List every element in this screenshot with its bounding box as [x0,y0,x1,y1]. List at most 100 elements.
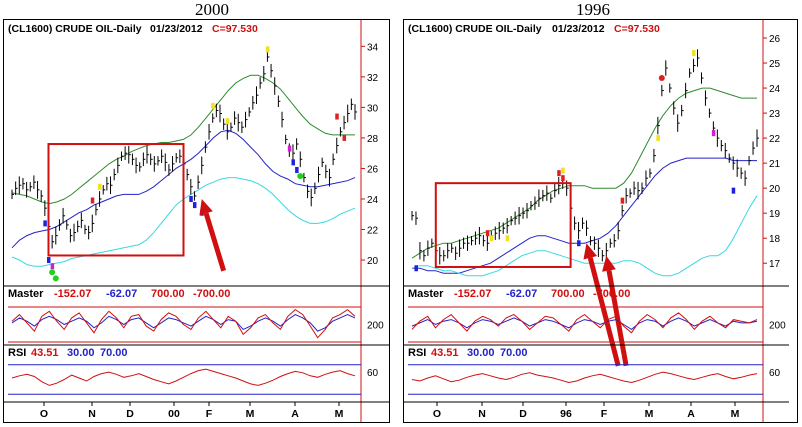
price-chart-2000: (CL1600) CRUDE OIL-Daily 01/23/2012 C=97.5… [4,20,389,422]
x-tick-label: D [126,408,134,420]
rsi-value-3: 70.00 [100,347,128,359]
highlight-box [434,182,572,268]
signal-marker [225,118,230,125]
price-tick-label: 30 [367,103,379,114]
signal-marker [731,187,736,194]
x-tick-label: A [687,408,695,420]
signal-dot [49,269,56,276]
price-tick-label: 21 [769,159,781,170]
signal-marker [561,167,565,174]
x-tick-label: O [40,408,48,420]
price-tick-label: 28 [367,134,379,145]
chart-close: C=97.530 [212,23,258,35]
callout-arrow-head [602,255,616,272]
chart-symbol: (CL1600) CRUDE OIL-Daily [408,23,542,35]
rsi-line [11,368,356,386]
highlight-box [47,143,185,257]
signal-dot [297,173,304,180]
signal-marker [485,230,490,237]
master-value-4: -700.00 [593,288,630,300]
signal-marker [265,46,270,53]
price-tick-label: 24 [367,195,379,206]
x-tick-label: 00 [168,408,180,420]
mid-ma-line [412,157,757,274]
master-tick-label: 200 [367,321,384,332]
master-red-line [11,308,356,339]
signal-marker [711,130,716,137]
master-value-1: -152.07 [54,288,91,300]
signal-marker [50,263,55,270]
price-tick-label: 26 [367,164,379,175]
chart-date: 01/23/2012 [150,23,203,35]
master-tick-label: 200 [769,321,786,332]
x-tick-label: M [335,408,344,420]
signal-marker [335,113,339,120]
rsi-value-3: 70.00 [500,347,528,359]
master-value-4: -700.00 [193,288,230,300]
signal-marker [291,159,295,166]
rsi-value-2: 30.00 [467,347,495,359]
price-tick-label: 18 [769,234,781,245]
x-tick-label: M [645,408,654,420]
lower-ma-line [411,195,758,277]
master-value-3: 700.00 [551,288,585,300]
upper-ma-line [411,87,757,259]
signal-marker [505,235,510,242]
price-tick-label: 25 [769,59,781,70]
x-tick-label: M [246,408,255,420]
signal-dot [658,75,665,82]
signal-marker [295,166,299,173]
signal-marker [90,197,95,204]
rsi-label: RSI [408,347,426,359]
price-tick-label: 32 [367,73,379,84]
rsi-tick-label: 60 [769,368,781,379]
signal-marker [414,265,418,272]
signal-marker [189,195,193,202]
callout-arrow-head [199,198,213,216]
price-tick-label: 24 [769,84,781,95]
signal-marker [46,257,51,264]
signal-marker [561,175,565,182]
signal-marker [342,134,347,141]
chart-title-right: 1996 [576,0,610,19]
rsi-value-1: 43.51 [431,347,459,359]
price-tick-label: 26 [769,34,781,45]
signal-dot [52,275,59,282]
chart-symbol: (CL1600) CRUDE OIL-Daily [8,23,142,35]
x-tick-label: O [433,408,441,420]
rsi-value-2: 30.00 [67,347,95,359]
x-tick-label: N [478,408,486,420]
x-tick-label: F [206,408,213,420]
signal-marker [43,220,47,227]
price-tick-label: 19 [769,209,781,220]
rsi-line [411,371,758,384]
master-value-1: -152.07 [454,288,491,300]
upper-ma-line [11,74,355,205]
x-tick-label: M [731,408,740,420]
price-tick-label: 20 [769,184,781,195]
x-tick-label: N [88,408,96,420]
signal-marker [211,102,215,109]
price-tick-label: 34 [367,42,379,53]
x-tick-label: A [291,408,299,420]
signal-marker [577,240,581,247]
callout-arrow-shaft [203,212,227,272]
signal-marker [557,170,561,177]
signal-marker [620,197,625,204]
price-chart-1996: (CL1600) CRUDE OIL-Daily 01/23/2012 C=97.5… [404,20,789,422]
signal-marker [287,145,292,152]
chart-panel-right: (CL1600) CRUDE OIL-Daily 01/23/2012 C=97.5… [403,19,798,423]
master-label: Master [408,288,444,300]
master-red-line [411,312,758,334]
chart-date: 01/23/2012 [552,23,605,35]
master-value-2: -62.07 [106,288,137,300]
price-tick-label: 22 [367,226,379,237]
signal-marker [98,183,102,190]
price-tick-label: 17 [769,259,781,270]
signal-marker [692,50,696,57]
callout-arrow-shaft [587,257,621,367]
x-tick-label: D [519,408,527,420]
price-tick-label: 23 [769,109,781,120]
chart-title-left: 2000 [195,0,229,19]
rsi-tick-label: 60 [367,368,379,379]
